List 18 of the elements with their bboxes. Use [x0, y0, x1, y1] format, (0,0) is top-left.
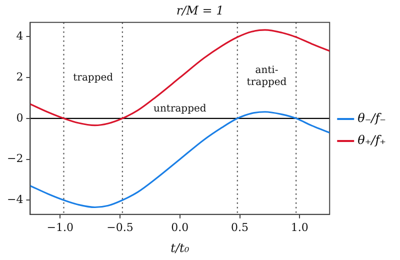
- y-tick-label: 2: [16, 70, 24, 84]
- x-tick-label: 1.0: [290, 220, 308, 234]
- annotation: anti- trapped: [246, 64, 288, 88]
- x-tick-label: 0.0: [171, 220, 189, 234]
- line-series: [30, 29, 330, 126]
- annotation: untrapped: [154, 103, 207, 114]
- x-axis-title: t/t₀: [170, 240, 190, 255]
- annotation: trapped: [73, 72, 114, 84]
- chart-title: r/M = 1: [176, 3, 224, 18]
- y-tick-label: 0: [16, 111, 24, 124]
- legend-label: θ₋/f₋: [358, 111, 386, 126]
- x-tick-label: 0.5: [231, 220, 249, 234]
- y-tick-label: 4: [16, 30, 24, 43]
- legend-label: θ₊/f₊: [358, 133, 386, 148]
- y-tick-label: −2: [6, 152, 24, 166]
- x-tick-label: −0.5: [106, 220, 134, 234]
- x-tick-label: −1.0: [46, 220, 74, 234]
- y-tick-label: −4: [6, 192, 24, 206]
